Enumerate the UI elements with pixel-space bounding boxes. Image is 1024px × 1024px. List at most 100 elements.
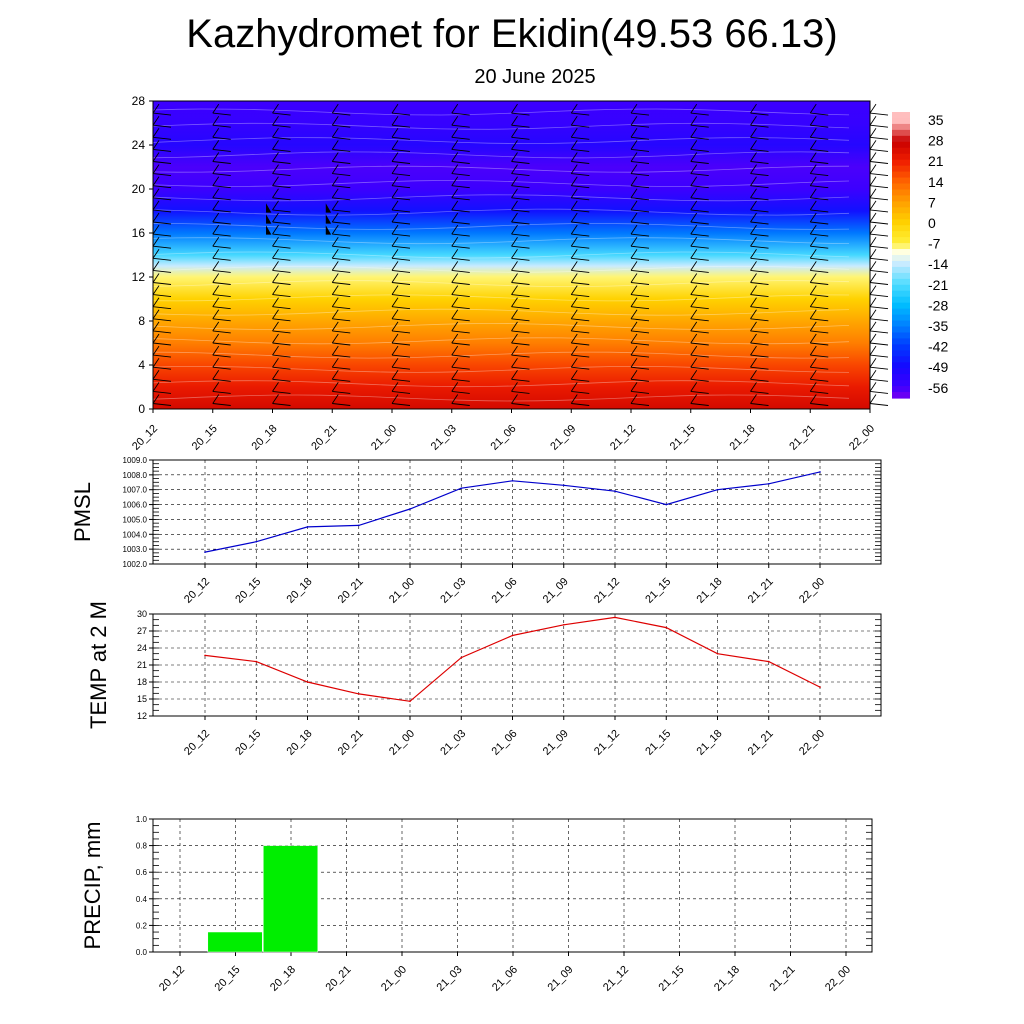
- x-tick-label: 21_21: [746, 576, 776, 606]
- wind-barb: [511, 321, 530, 334]
- page-title: Kazhydromet for Ekidin(49.53 66.13): [186, 12, 838, 56]
- wind-barb: [391, 164, 411, 177]
- colorbar-segment: [892, 374, 910, 381]
- colorbar-segment: [892, 159, 910, 167]
- wind-barb: [152, 333, 172, 346]
- wind-barb: [152, 382, 172, 394]
- wind-barb: [331, 285, 351, 298]
- wind-barb: [152, 297, 172, 310]
- minor-ticks: [153, 459, 881, 565]
- x-tick-label: 21_18: [695, 576, 725, 606]
- wind-barb: [272, 188, 291, 201]
- wind-barb: [272, 140, 291, 152]
- x-tick-label: 20_21: [336, 728, 366, 758]
- wind-barb: [152, 115, 172, 128]
- wind-barb: [690, 273, 709, 285]
- wind-barb: [869, 321, 889, 334]
- wind-barb: [391, 224, 411, 237]
- wind-barb: [451, 333, 470, 346]
- wind-barb: [570, 261, 590, 273]
- x-tick-label: 21_09: [546, 964, 576, 994]
- data-point: [768, 660, 770, 663]
- wind-barb: [451, 115, 470, 128]
- wind-barb: [152, 164, 172, 177]
- wind-barb: [331, 297, 351, 310]
- data-point: [204, 654, 206, 657]
- wind-barb: [451, 285, 470, 298]
- wind-barb: [750, 309, 769, 322]
- data-point: [819, 471, 821, 473]
- wind-barb: [511, 128, 530, 140]
- y-tick-label: 0.2: [136, 921, 148, 930]
- wind-barb: [212, 309, 231, 322]
- wind-barb: [630, 333, 650, 346]
- wind-barb: [391, 285, 411, 298]
- wind-barb: [391, 188, 411, 201]
- wind-barb: [331, 188, 351, 201]
- wind-barb: [511, 261, 530, 273]
- colorbar-segment: [892, 338, 910, 345]
- colorbar-segment: [892, 129, 910, 137]
- colorbar: 35 28 21 14 7 0 -7 -14 -21 -28 -35 -42 -49 -56: [892, 112, 948, 399]
- wind-barb: [212, 249, 231, 261]
- wind-barb: [451, 200, 470, 213]
- y-tick-label: 12: [137, 711, 147, 721]
- wind-barb: [809, 164, 829, 177]
- wind-barb: [690, 321, 709, 334]
- wind-barb: [869, 370, 889, 382]
- wind-pennant: [325, 225, 332, 235]
- colorbar-segment: [892, 141, 910, 149]
- x-tick-label: 20_21: [324, 964, 354, 994]
- colorbar-segment: [892, 314, 910, 322]
- wind-barb: [809, 176, 829, 189]
- wind-barb: [511, 357, 530, 370]
- wind-barb: [630, 176, 650, 189]
- colorbar-segment: [892, 112, 910, 119]
- wind-barb: [272, 285, 291, 298]
- colorbar-segment: [892, 260, 910, 268]
- y-tick-label: 1007.0: [123, 486, 148, 495]
- wind-barb: [869, 128, 889, 140]
- wind-barb: [690, 345, 709, 358]
- wind-barb: [331, 152, 351, 164]
- wind-barb: [690, 382, 709, 394]
- wind-barb: [212, 176, 231, 189]
- wind-barb: [272, 333, 291, 346]
- wind-barb: [212, 357, 231, 370]
- x-tick-label: 21_06: [490, 728, 520, 758]
- wind-barb: [451, 321, 470, 334]
- wind-barb: [511, 394, 530, 406]
- wind-barb: [869, 345, 889, 358]
- wind-barb: [331, 309, 351, 322]
- wind-barb: [272, 212, 291, 225]
- wind-barb: [869, 140, 889, 152]
- wind-barb: [570, 297, 590, 310]
- wind-barb: [152, 309, 172, 322]
- wind-barb: [809, 224, 829, 237]
- colorbar-segment: [892, 135, 910, 143]
- wind-barb: [391, 236, 411, 249]
- colorbar-label: 35: [928, 112, 944, 128]
- colorbar-segment: [892, 201, 910, 208]
- colorbar-segment: [892, 332, 910, 340]
- wind-barb: [152, 345, 172, 358]
- grid-lines: [153, 459, 881, 565]
- data-point: [255, 540, 258, 543]
- contour-lines: [152, 108, 850, 402]
- x-tick-label: 20_12: [157, 964, 187, 994]
- x-tick-label: 21_00: [379, 964, 409, 994]
- wind-barb: [212, 321, 231, 334]
- wind-barb: [212, 224, 231, 237]
- wind-barb: [750, 115, 769, 128]
- colorbar-segment: [892, 171, 910, 179]
- wind-barb: [391, 297, 411, 310]
- wind-barb: [809, 103, 829, 116]
- wind-barb: [451, 188, 470, 201]
- data-point: [563, 624, 565, 626]
- wind-barb: [690, 140, 709, 152]
- wind-barb: [451, 236, 470, 249]
- wind-barb: [272, 164, 291, 177]
- data-point: [614, 616, 616, 619]
- y-tick-label: 24: [132, 138, 146, 152]
- wind-barb: [451, 176, 470, 189]
